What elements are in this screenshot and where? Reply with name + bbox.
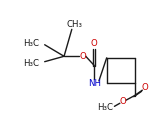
Text: NH: NH: [88, 79, 101, 88]
Text: H₃C: H₃C: [23, 59, 39, 68]
Text: O: O: [79, 52, 86, 61]
Text: O: O: [120, 97, 126, 106]
Text: H₃C: H₃C: [23, 39, 39, 48]
Text: O: O: [91, 39, 98, 49]
Text: O: O: [141, 83, 148, 92]
Text: H₃C: H₃C: [97, 103, 113, 112]
Text: CH₃: CH₃: [67, 20, 83, 29]
